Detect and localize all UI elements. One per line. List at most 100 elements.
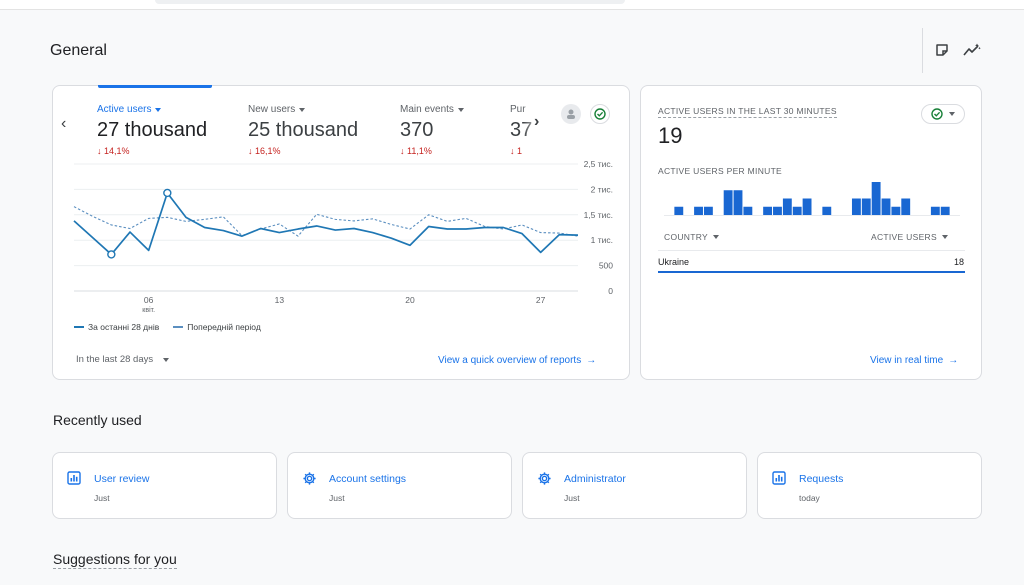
per-minute-bar[interactable] <box>871 182 881 215</box>
metric-label: Pur <box>510 104 526 115</box>
metric-label: Main events <box>400 104 454 115</box>
metric-change: 14,1% <box>104 146 130 156</box>
recent-item-time: Just <box>94 493 110 503</box>
caret-down-icon <box>949 112 955 116</box>
chevron-right-icon[interactable]: › <box>534 113 540 130</box>
chevron-left-icon[interactable]: ‹ <box>61 115 67 132</box>
per-minute-bar[interactable] <box>881 198 891 216</box>
country-column-header[interactable]: COUNTRY <box>664 232 719 242</box>
recent-item-label: User review <box>94 473 150 485</box>
series-line-previous <box>73 206 579 237</box>
y-tick-label: 1 тис. <box>591 235 613 245</box>
recent-item-label: Account settings <box>329 473 407 485</box>
y-tick-label: 0 <box>608 286 613 296</box>
per-minute-bar[interactable] <box>802 198 812 216</box>
y-tick-label: 2 тис. <box>591 184 613 194</box>
recent-item-account-settings[interactable]: Account settings Just <box>287 452 512 519</box>
caret-down-icon <box>163 357 170 362</box>
x-tick-sublabel: квіт. <box>142 306 155 314</box>
per-minute-bar[interactable] <box>782 198 792 216</box>
page-title: General <box>50 42 107 59</box>
suggestions-title-text: Suggestions for you <box>53 551 177 569</box>
view-realtime-link[interactable]: View in real time → <box>870 355 958 366</box>
metric-value: 27 thousand <box>97 119 208 141</box>
metric-label: New users <box>248 104 296 115</box>
realtime-title: ACTIVE USERS IN THE LAST 30 MINUTES <box>658 106 837 118</box>
recent-item-label: Requests <box>799 473 844 485</box>
data-point-marker[interactable] <box>107 250 116 259</box>
per-minute-bar[interactable] <box>733 190 743 215</box>
note-icon[interactable] <box>933 41 951 59</box>
link-label: View a quick overview of reports <box>438 355 582 366</box>
date-range-selector[interactable]: In the last 28 days <box>76 354 170 365</box>
arrow-down-icon: ↓ <box>97 146 102 156</box>
search-bar[interactable] <box>155 0 625 4</box>
x-tick-label: 20 <box>405 295 415 305</box>
per-minute-bar[interactable] <box>792 206 802 215</box>
data-point-marker[interactable] <box>163 188 172 198</box>
per-minute-bar-chart <box>674 182 950 216</box>
per-minute-bar[interactable] <box>674 206 684 215</box>
recent-item-requests[interactable]: Requests today <box>757 452 982 519</box>
metric-change: 16,1% <box>255 146 281 156</box>
legend-item-current: За останні 28 днів <box>74 322 159 332</box>
metric-main-events[interactable]: Main events 370 ↓ 11,1% <box>400 104 464 156</box>
arrow-right-icon: → <box>586 355 597 366</box>
overview-card: ‹ Active users 27 thousand ↓ 14,1% New u… <box>52 85 630 380</box>
per-minute-bar[interactable] <box>851 198 861 216</box>
recent-item-time: today <box>799 493 820 503</box>
recent-item-label: Administrator <box>564 473 626 485</box>
per-minute-bar[interactable] <box>743 206 753 215</box>
metric-value: 25 thousand <box>248 119 359 141</box>
recent-item-time: Just <box>329 493 345 503</box>
quick-overview-link[interactable]: View a quick overview of reports → <box>438 355 596 366</box>
legend-label: Попередній період <box>187 322 261 332</box>
insights-icon[interactable] <box>963 41 981 59</box>
series-line-current <box>73 192 579 256</box>
per-minute-bar[interactable] <box>940 206 950 215</box>
arrow-right-icon: → <box>948 355 959 366</box>
metric-label: Active users <box>97 104 152 115</box>
legend-item-previous: Попередній період <box>173 322 261 332</box>
per-minute-bar[interactable] <box>930 206 940 215</box>
metric-value: 370 <box>400 119 434 141</box>
per-minute-bar[interactable] <box>723 190 733 215</box>
y-tick-label: 2,5 тис. <box>584 159 613 169</box>
column-label: ACTIVE USERS <box>871 232 937 242</box>
gear-icon <box>301 470 317 486</box>
arrow-down-icon: ↓ <box>400 146 405 156</box>
per-minute-bar[interactable] <box>773 206 782 215</box>
per-minute-bar[interactable] <box>891 206 901 215</box>
per-minute-bar[interactable] <box>822 206 832 215</box>
per-minute-bar[interactable] <box>694 206 703 215</box>
recent-item-administrator[interactable]: Administrator Just <box>522 452 747 519</box>
per-minute-bar[interactable] <box>703 206 713 215</box>
table-row-bar <box>658 271 965 273</box>
realtime-status-dropdown[interactable] <box>921 104 965 124</box>
x-tick-label: 27 <box>536 295 546 305</box>
y-tick-label: 500 <box>599 261 613 271</box>
insights-bot-icon[interactable] <box>561 104 581 124</box>
per-minute-bar[interactable] <box>861 198 871 216</box>
chart-legend: За останні 28 днів Попередній період <box>74 322 261 332</box>
recent-item-user-review[interactable]: User review Just <box>52 452 277 519</box>
table-divider <box>658 250 965 251</box>
caret-down-icon <box>941 235 948 239</box>
metric-new-users[interactable]: New users 25 thousand ↓ 16,1% <box>248 104 358 156</box>
caret-down-icon <box>712 235 719 239</box>
active-users-column-header[interactable]: ACTIVE USERS <box>871 232 948 242</box>
per-minute-baseline <box>664 215 960 216</box>
check-circle-icon[interactable] <box>590 104 610 124</box>
arrow-down-icon: ↓ <box>248 146 253 156</box>
per-minute-bar[interactable] <box>763 206 773 215</box>
header-divider <box>922 28 923 73</box>
per-minute-bar[interactable] <box>901 198 911 216</box>
link-label: View in real time <box>870 355 944 366</box>
metrics-fade <box>523 100 543 156</box>
metric-active-users[interactable]: Active users 27 thousand ↓ 14,1% <box>97 104 207 156</box>
users-cell: 18 <box>953 257 964 267</box>
active-tab-indicator <box>98 85 212 88</box>
suggestions-title: Suggestions for you <box>53 551 177 569</box>
country-cell: Ukraine <box>658 257 690 267</box>
